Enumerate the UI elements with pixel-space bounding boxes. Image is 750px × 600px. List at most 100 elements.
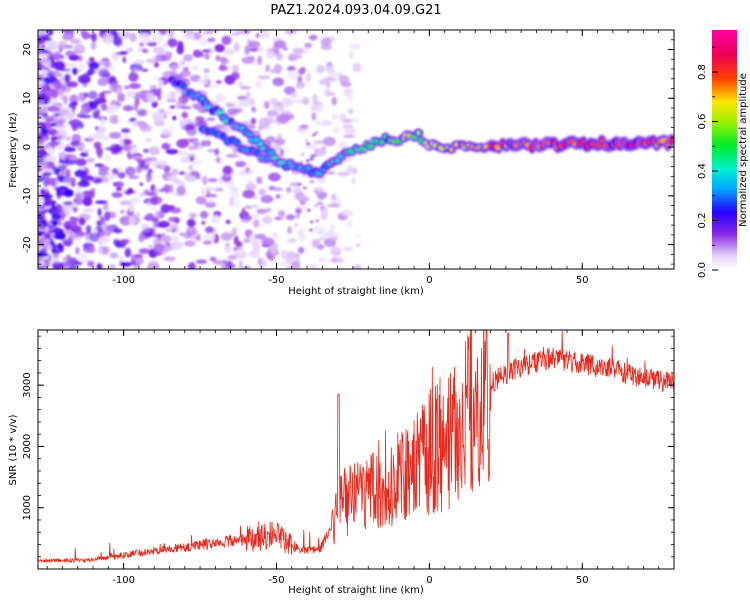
noise-blob [309,180,315,184]
noise-blob [62,33,74,41]
noise-blob [327,203,340,208]
noise-blob [119,138,125,147]
noise-blob [352,167,358,175]
noise-blob [279,148,284,158]
noise-blob [38,185,45,190]
noise-blob [139,90,148,95]
noise-blob [318,79,328,85]
noise-blob [91,32,97,43]
noise-blob [106,173,117,180]
noise-blob [54,264,61,269]
noise-blob [230,187,240,192]
noise-blob [173,179,181,185]
noise-blob [43,155,56,163]
noise-blob [224,245,232,254]
noise-blob [215,93,226,103]
noise-blob [117,167,124,172]
noise-blob [64,146,76,152]
snr-panel: -100 -50 0 50 1000 2000 3000 Height of straigh… [8,329,675,596]
noise-blob [320,211,328,221]
noise-blob [238,169,246,177]
noise-blob [75,50,80,55]
noise-blob [259,30,271,38]
noise-blob [77,180,91,188]
noise-blob [38,75,45,82]
noise-blob [162,130,173,138]
noise-blob [119,200,133,206]
noise-blob [203,68,210,73]
noise-blob [300,126,304,130]
noise-blob [318,257,327,263]
noise-blob [97,77,109,86]
noise-blob [128,215,135,226]
noise-blob [314,103,324,113]
noise-blob [151,187,160,194]
noise-blob [81,31,91,40]
noise-blob [183,54,193,62]
noise-blob [147,260,159,264]
y-tick-label: 3000 [22,372,33,397]
noise-blob [59,109,69,116]
noise-blob [292,99,305,104]
noise-blob [128,83,141,89]
noise-blob [60,151,66,160]
noise-blob [233,235,239,246]
noise-blob [82,107,87,116]
noise-blob [137,109,148,116]
noise-blob [256,176,263,185]
noise-blob [54,128,67,138]
noise-blob [286,186,292,193]
noise-blob [104,211,111,222]
noise-blob [158,30,168,36]
noise-blob [323,238,337,248]
noise-blob [204,194,217,198]
noise-blob [47,106,60,113]
noise-blob [317,191,328,199]
noise-blob [154,54,167,62]
noise-blob [109,264,116,269]
noise-blob [297,196,311,202]
y-tick-label: 10 [22,92,33,105]
noise-blob [215,80,222,84]
noise-blob [153,76,160,80]
noise-blob [123,85,130,90]
noise-blob [195,116,205,121]
noise-blob [108,64,116,72]
noise-blob [167,175,176,181]
ridge-core [668,137,674,144]
noise-blob [42,194,53,199]
noise-blob [269,97,278,106]
noise-blob [195,259,208,264]
noise-blob [186,226,197,236]
noise-blob [141,223,150,230]
noise-blob [42,172,52,176]
noise-blob [222,165,232,175]
noise-blob [190,170,200,176]
noise-blob [306,159,310,163]
noise-blob [87,260,95,268]
noise-blob [86,157,95,163]
noise-blob [218,65,229,72]
noise-blob [94,178,102,183]
noise-blob [64,50,76,57]
noise-blob [202,232,216,243]
noise-blob [68,219,78,228]
noise-blob [306,208,311,212]
noise-blob [276,113,290,124]
noise-blob [71,133,82,144]
noise-blob [125,189,132,196]
noise-blob [204,72,209,83]
colorbar-tick-label: 0.4 [697,163,708,179]
noise-blob [51,249,62,254]
noise-blob [64,44,74,49]
noise-blob [99,117,106,126]
noise-blob [112,114,119,120]
noise-blob [232,148,238,157]
noise-blob [309,220,314,224]
noise-blob [138,248,151,255]
noise-blob [206,117,216,121]
noise-blob [305,72,311,82]
noise-blob [77,74,91,84]
noise-blob [200,187,207,196]
